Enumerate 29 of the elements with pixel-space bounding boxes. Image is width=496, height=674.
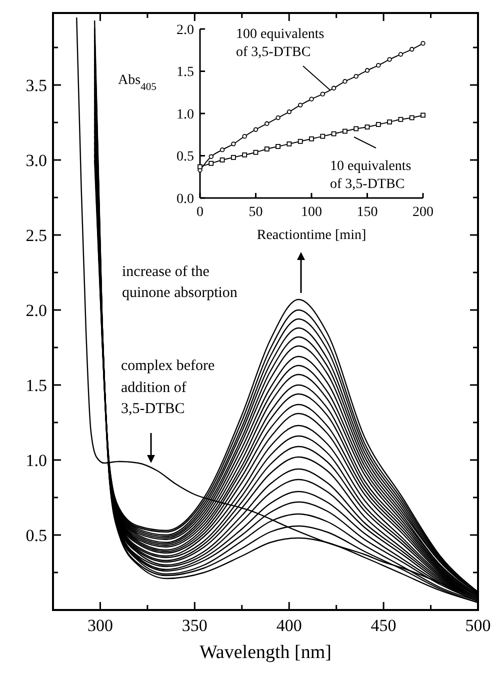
y-tick-label: 1.5 [176, 65, 194, 80]
x-tick-label: 100 [301, 205, 322, 220]
x-tick-label: 500 [465, 616, 491, 635]
y-tick-label: 1.0 [176, 107, 194, 122]
x-tick-label: 150 [356, 205, 378, 220]
x-tick-label: 350 [182, 616, 208, 635]
x-tick-label: 50 [248, 205, 263, 220]
y-tick-label: 3.5 [26, 76, 47, 95]
y-axis-title: Abs$_{405}$ [118, 73, 156, 92]
y-tick-label: 0.0 [176, 192, 194, 207]
y-tick-label: 2.0 [26, 300, 47, 320]
x-axis-title: Wavelength [nm] [200, 642, 332, 663]
x-tick-label: 400 [276, 616, 302, 635]
y-tick-label: 0.5 [176, 150, 194, 165]
series-label: 100 equivalents of 3,5-DTBC [236, 27, 324, 60]
x-tick-label: 300 [87, 616, 113, 635]
y-tick-label: 2.5 [26, 226, 47, 245]
y-tick-label: 1.0 [26, 450, 47, 470]
x-tick-label: 450 [370, 616, 396, 635]
x-tick-label: 200 [412, 205, 434, 220]
x-tick-label: 0 [196, 205, 204, 220]
y-tick-label: 0.5 [26, 526, 47, 545]
legend-label: 10 equivalents of 3,5-DTBC [330, 159, 412, 192]
y-tick-label: 1.5 [26, 376, 47, 395]
annotation: complex before addition of 3,5-DTBC [121, 358, 216, 417]
x-axis-title: Reactiontime [min] [256, 228, 366, 243]
y-tick-label: 2.0 [176, 22, 194, 38]
y-tick-label: 3.0 [26, 150, 47, 170]
annotation: increase of the quinone absorption [122, 264, 238, 301]
